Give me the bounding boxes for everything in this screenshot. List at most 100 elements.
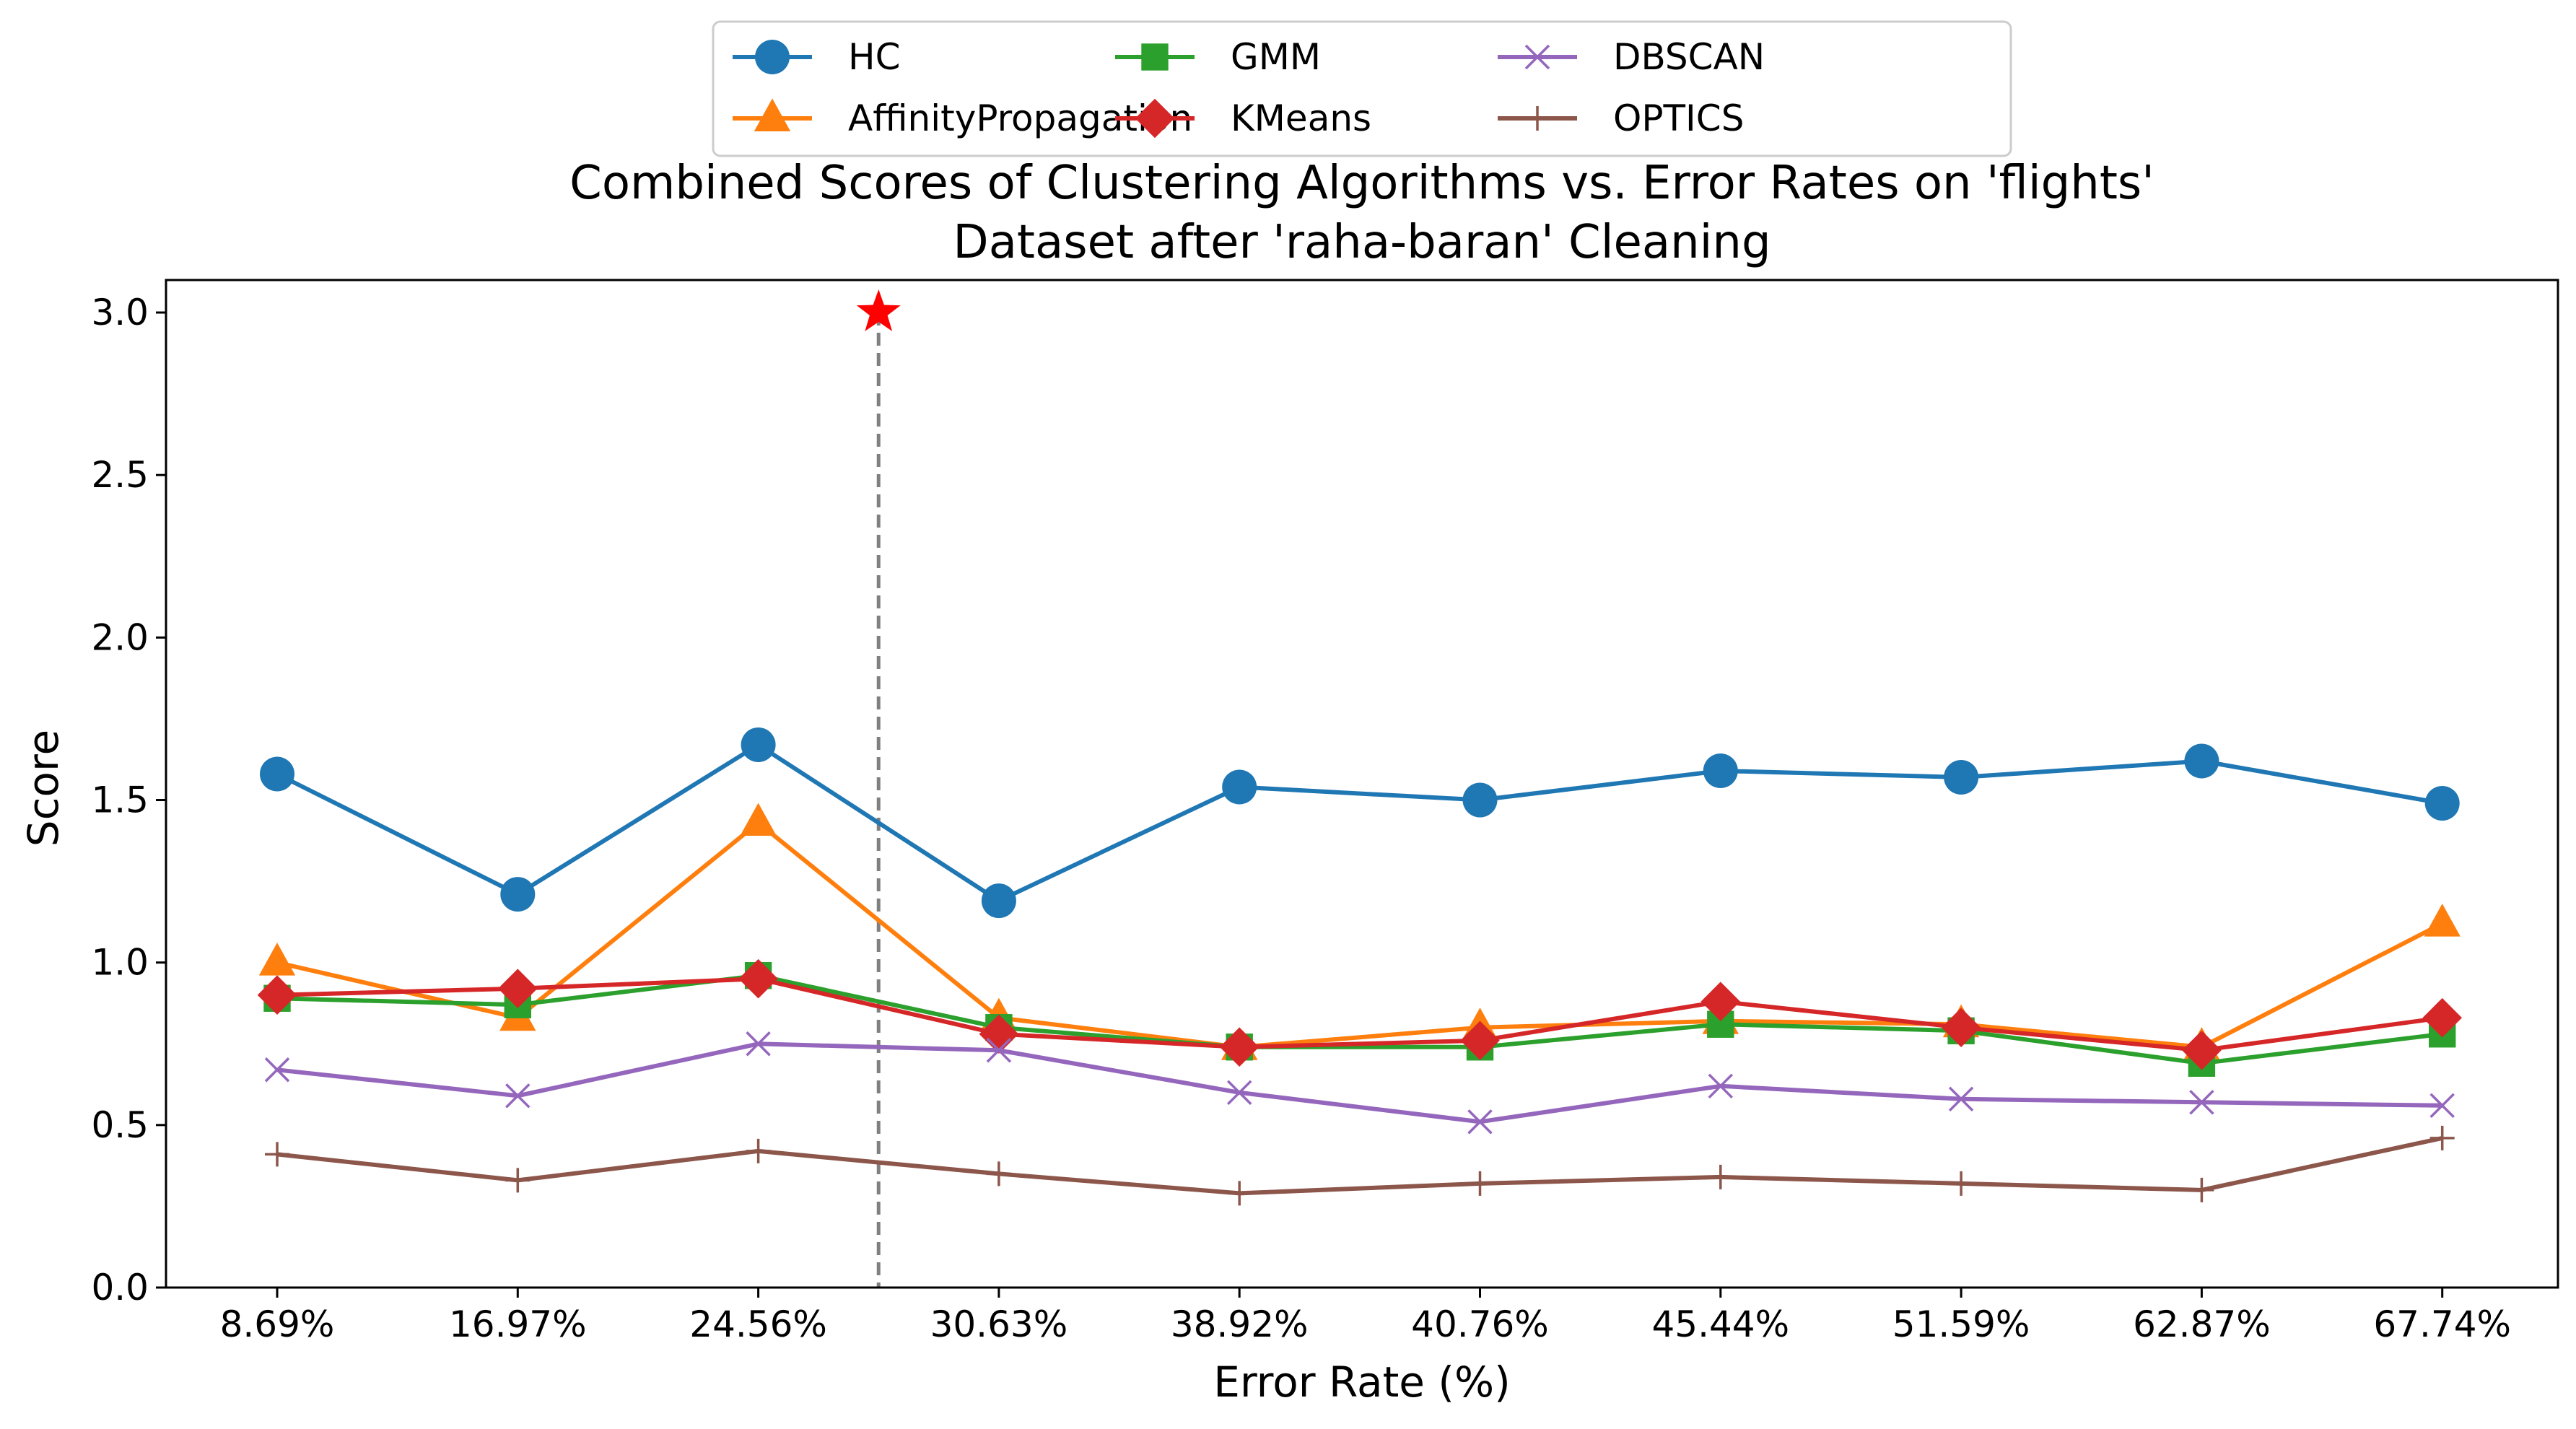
data-point-optics-8 xyxy=(2189,1177,2214,1202)
legend-label: HC xyxy=(848,36,901,78)
data-point-dbscan-3 xyxy=(986,1038,1012,1063)
data-point-kmeans-4 xyxy=(1219,1027,1259,1067)
chart-title-line1: Combined Scores of Clustering Algorithms… xyxy=(569,157,2154,210)
legend-marker xyxy=(755,40,790,74)
series-optics xyxy=(265,1125,2455,1206)
data-point-hc-5 xyxy=(1462,782,1498,818)
series-line-dbscan xyxy=(276,1041,2442,1124)
data-point-affinitypropagation-0 xyxy=(258,943,296,976)
legend-entry-dbscan: DBSCAN xyxy=(1498,36,1765,78)
series-dbscan xyxy=(264,1031,2455,1135)
chart-title-line2: Dataset after 'raha-baran' Cleaning xyxy=(953,216,1771,269)
data-point-hc-1 xyxy=(500,877,536,912)
data-point-hc-6 xyxy=(1703,753,1738,788)
data-point-kmeans-6 xyxy=(1700,982,1741,1022)
series-hc xyxy=(260,727,2460,919)
x-tick-label: 40.76% xyxy=(1411,1303,1549,1345)
series-line-optics xyxy=(276,1135,2443,1196)
y-tick-label: 0.5 xyxy=(91,1104,149,1146)
series-layer xyxy=(257,727,2462,1206)
data-point-kmeans-9 xyxy=(2422,997,2462,1038)
star-marker xyxy=(856,289,901,331)
data-point-optics-4 xyxy=(1227,1181,1252,1206)
legend-box xyxy=(712,20,2012,157)
legend-label: DBSCAN xyxy=(1613,36,1765,78)
data-point-dbscan-8 xyxy=(2189,1090,2214,1115)
legend-label: OPTICS xyxy=(1613,97,1744,139)
legend-marker xyxy=(1524,44,1550,70)
data-point-optics-7 xyxy=(1949,1171,1974,1196)
series-kmeans xyxy=(257,958,2462,1070)
legend-marker xyxy=(754,98,791,131)
data-point-affinitypropagation-2 xyxy=(740,803,777,836)
data-point-hc-0 xyxy=(260,756,294,792)
data-point-optics-0 xyxy=(265,1142,289,1167)
x-tick-label: 51.59% xyxy=(1892,1303,2030,1345)
data-point-kmeans-7 xyxy=(1941,1008,1981,1048)
y-tick-label: 1.0 xyxy=(91,942,149,984)
x-tick-label: 45.44% xyxy=(1651,1303,1789,1345)
series-line-hc xyxy=(276,743,2443,904)
y-axis-ticks: 0.0 0.5 1.0 1.5 2.0 2.5 3.0 xyxy=(91,292,166,1308)
data-point-optics-6 xyxy=(1708,1164,1733,1189)
legend: HCAffinityPropagationGMMKMeansDBSCANOPTI… xyxy=(712,20,2012,157)
legend-marker xyxy=(1525,106,1550,131)
series-line-gmm xyxy=(276,973,2443,1066)
data-point-dbscan-4 xyxy=(1226,1080,1252,1106)
data-point-hc-7 xyxy=(1944,759,1979,795)
y-tick-label: 2.0 xyxy=(91,616,149,658)
legend-label: GMM xyxy=(1231,36,1321,78)
data-point-dbscan-2 xyxy=(746,1031,771,1057)
x-axis-label: Error Rate (%) xyxy=(1213,1358,1511,1407)
data-point-kmeans-0 xyxy=(257,975,297,1015)
data-point-kmeans-8 xyxy=(2182,1030,2222,1070)
x-tick-label: 67.74% xyxy=(2373,1303,2511,1345)
data-point-kmeans-5 xyxy=(1460,1021,1500,1061)
x-tick-label: 62.87% xyxy=(2133,1303,2271,1345)
data-point-dbscan-7 xyxy=(1948,1086,1974,1112)
x-tick-label: 30.63% xyxy=(930,1303,1068,1345)
y-tick-label: 3.0 xyxy=(91,292,149,333)
x-tick-label: 24.56% xyxy=(689,1303,827,1345)
legend-label: KMeans xyxy=(1231,97,1371,139)
x-axis-ticks: 8.69% 16.97% 24.56% 30.63% 38.92% 40.76% 45.44… xyxy=(220,1288,2511,1345)
data-point-dbscan-5 xyxy=(1467,1109,1493,1135)
y-tick-label: 0.0 xyxy=(91,1267,149,1308)
data-point-hc-4 xyxy=(1222,769,1257,805)
data-point-dbscan-0 xyxy=(264,1057,290,1083)
x-tick-label: 16.97% xyxy=(449,1303,587,1345)
data-point-dbscan-1 xyxy=(505,1083,531,1109)
data-point-dbscan-6 xyxy=(1708,1073,1734,1099)
plot-frame xyxy=(165,279,2559,1289)
data-point-optics-5 xyxy=(1467,1171,1493,1196)
data-point-kmeans-3 xyxy=(979,1014,1019,1054)
data-point-hc-9 xyxy=(2424,786,2460,821)
y-tick-label: 1.5 xyxy=(91,779,149,821)
data-point-optics-3 xyxy=(986,1161,1011,1187)
data-point-dbscan-9 xyxy=(2429,1093,2455,1119)
data-point-optics-2 xyxy=(746,1138,771,1163)
data-point-hc-3 xyxy=(981,883,1016,919)
star-layer xyxy=(856,289,901,331)
legend-entry-kmeans: KMeans xyxy=(1115,97,1371,139)
data-point-kmeans-1 xyxy=(498,969,538,1009)
y-tick-label: 2.5 xyxy=(91,454,149,496)
legend-marker xyxy=(1141,43,1169,71)
series-gmm xyxy=(263,961,2456,1077)
data-point-optics-9 xyxy=(2429,1125,2455,1150)
series-affinitypropagation xyxy=(258,803,2461,1060)
series-line-kmeans xyxy=(276,976,2443,1053)
y-axis-label: Score xyxy=(19,730,68,847)
data-point-optics-1 xyxy=(505,1168,531,1193)
legend-entry-gmm: GMM xyxy=(1115,36,1321,78)
data-point-hc-8 xyxy=(2184,743,2219,779)
legend-entry-optics: OPTICS xyxy=(1498,97,1744,139)
x-tick-label: 8.69% xyxy=(220,1303,335,1345)
data-point-hc-2 xyxy=(741,727,776,762)
data-point-affinitypropagation-9 xyxy=(2424,904,2461,937)
data-point-kmeans-2 xyxy=(738,958,778,999)
series-line-affinitypropagation xyxy=(276,821,2444,1049)
legend-entry-hc: HC xyxy=(733,36,901,78)
legend-marker xyxy=(1135,98,1175,139)
